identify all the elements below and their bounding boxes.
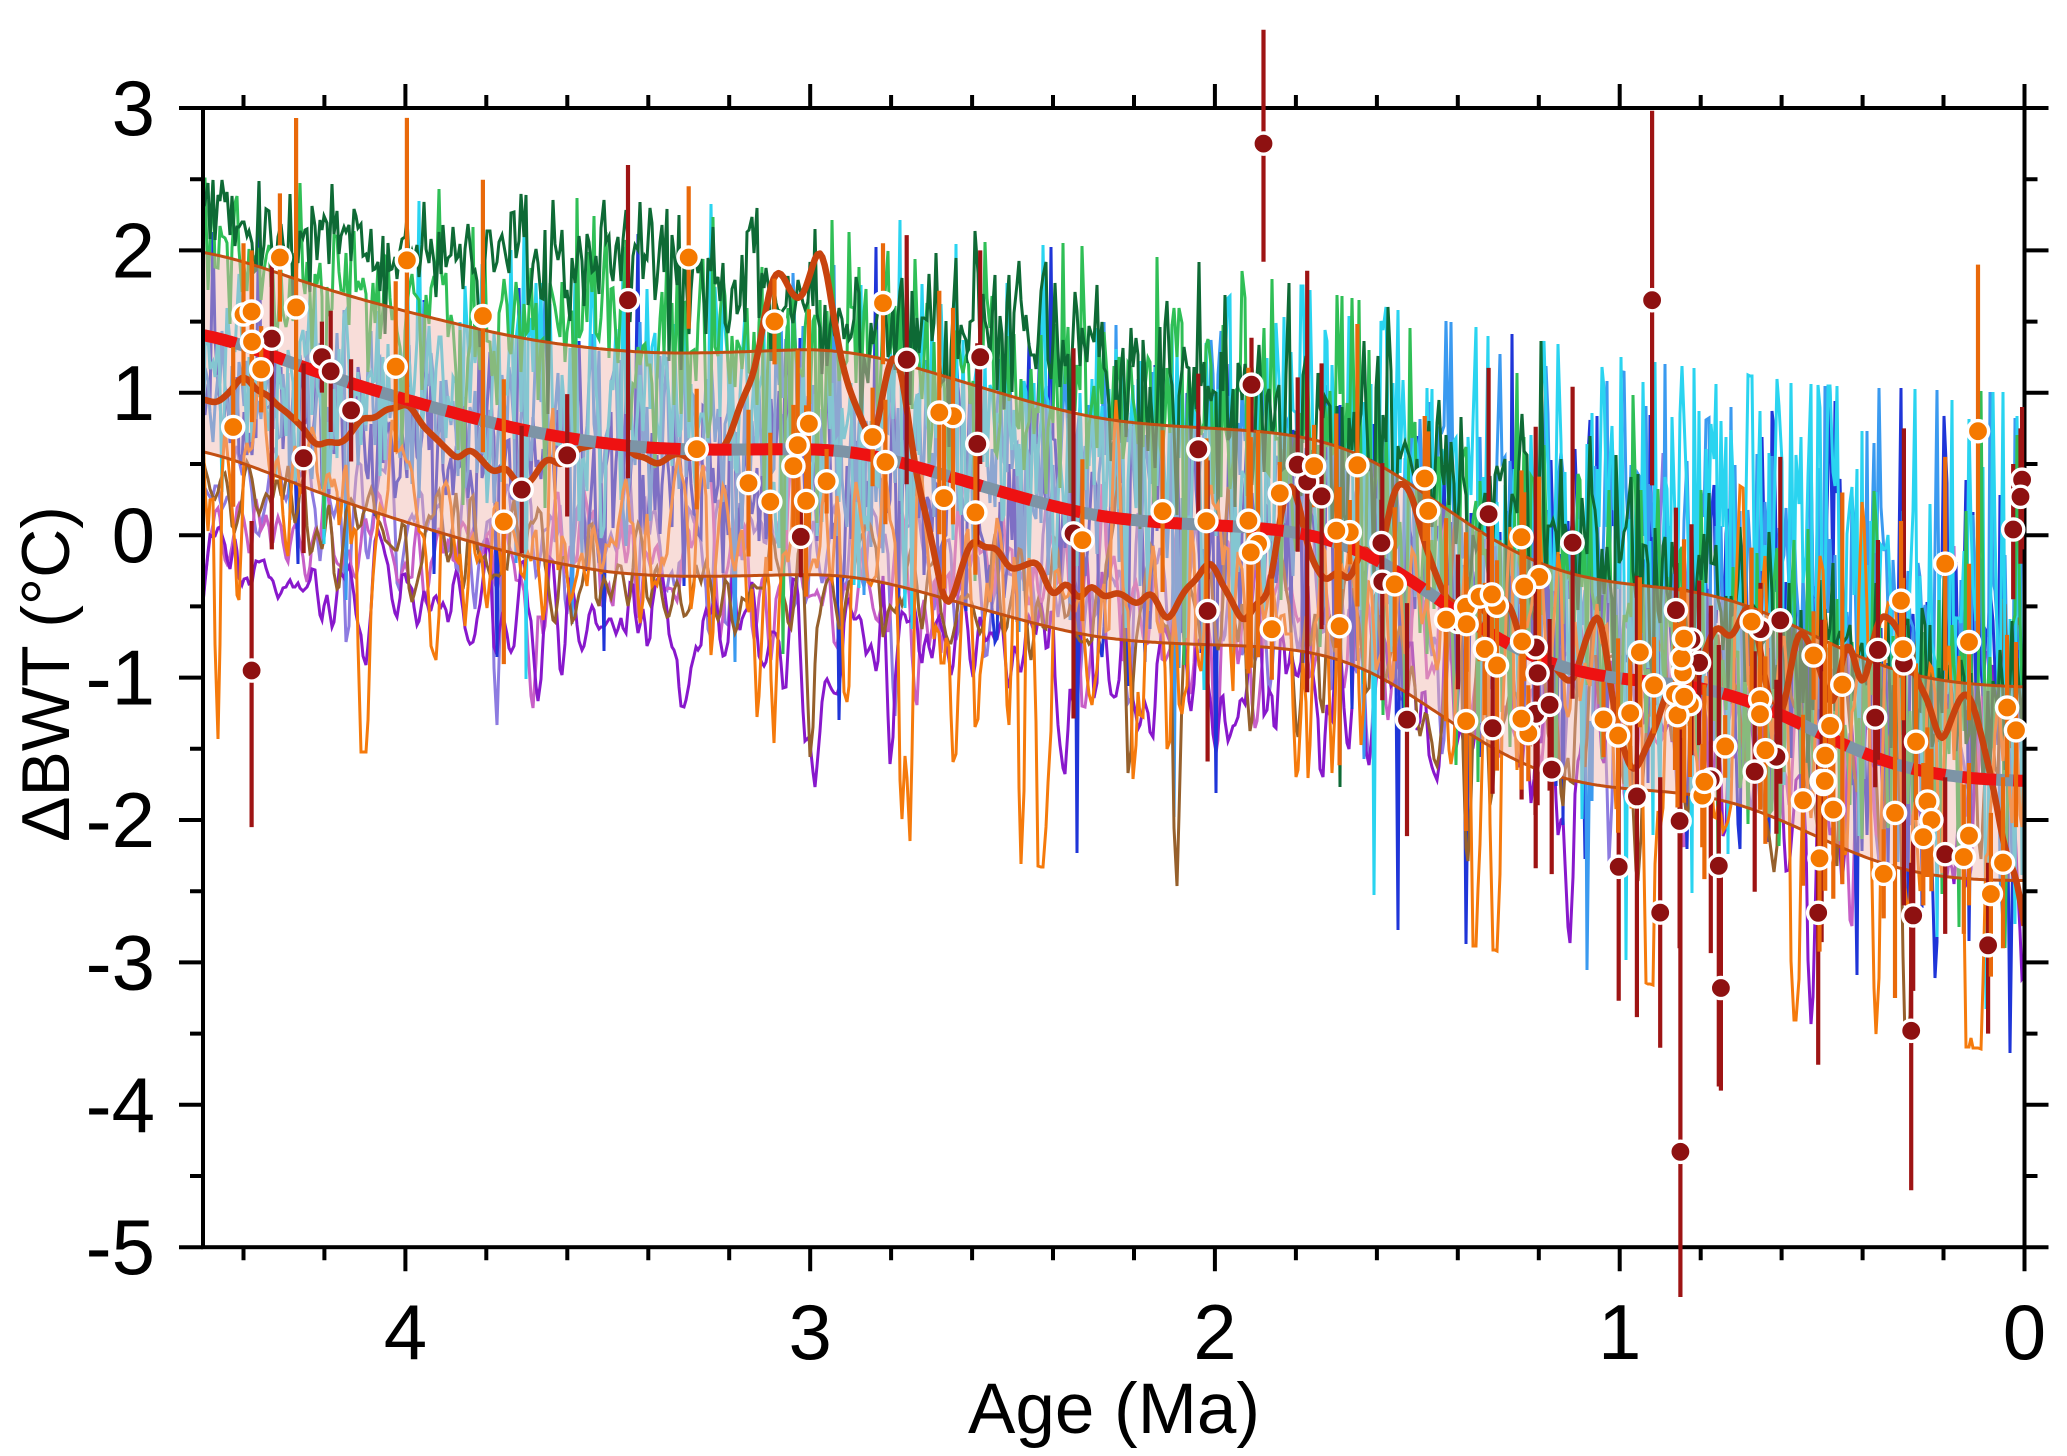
svg-text:3: 3 bbox=[112, 64, 155, 152]
svg-text:3: 3 bbox=[789, 1288, 832, 1376]
svg-text:-1: -1 bbox=[86, 634, 155, 722]
svg-text:-2: -2 bbox=[86, 776, 155, 864]
svg-text:0: 0 bbox=[112, 491, 155, 579]
svg-text:1: 1 bbox=[1598, 1288, 1641, 1376]
svg-text:1: 1 bbox=[112, 349, 155, 437]
svg-text:2: 2 bbox=[112, 206, 155, 294]
svg-text:ΔBWT (°C): ΔBWT (°C) bbox=[8, 506, 84, 842]
svg-text:4: 4 bbox=[384, 1288, 427, 1376]
svg-text:2: 2 bbox=[1193, 1288, 1236, 1376]
svg-text:Age (Ma): Age (Ma) bbox=[968, 1370, 1260, 1449]
svg-text:-4: -4 bbox=[86, 1061, 155, 1149]
svg-text:-5: -5 bbox=[86, 1203, 155, 1291]
svg-text:-3: -3 bbox=[86, 918, 155, 1006]
svg-text:0: 0 bbox=[2003, 1288, 2046, 1376]
